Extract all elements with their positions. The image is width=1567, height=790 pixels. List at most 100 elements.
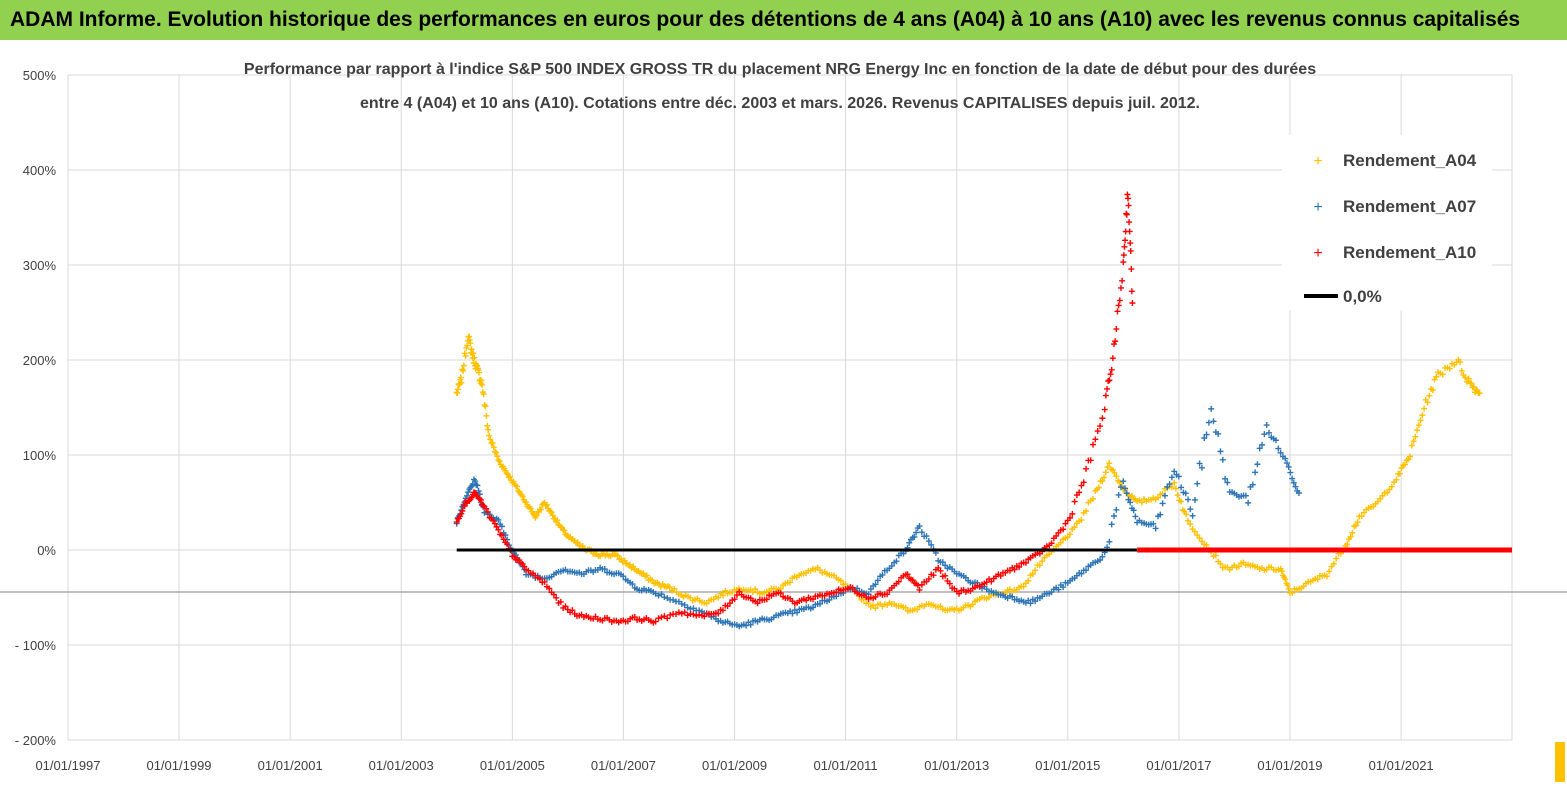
data-point: [1259, 441, 1266, 448]
data-point: [1108, 521, 1115, 528]
data-point: [1282, 455, 1289, 462]
data-point: [621, 557, 628, 564]
data-point: [715, 594, 722, 601]
data-point: [879, 571, 886, 578]
data-point: [1410, 438, 1417, 445]
data-point: [956, 590, 963, 597]
data-point: [1060, 526, 1067, 533]
data-point: [1080, 479, 1087, 486]
data-point: [530, 510, 537, 517]
series-layer: [453, 191, 1483, 630]
data-point: [1122, 485, 1129, 492]
data-point: [833, 589, 840, 596]
legend-box: [1282, 135, 1492, 310]
data-point: [536, 576, 543, 583]
data-point: [1289, 475, 1296, 482]
x-tick-label: 01/01/2005: [480, 758, 545, 773]
data-point: [1089, 495, 1096, 502]
data-point: [1109, 355, 1116, 362]
data-point: [1194, 480, 1201, 487]
data-point: [988, 578, 995, 585]
data-point: [1092, 436, 1099, 443]
data-point: [690, 611, 697, 618]
data-point: [470, 350, 477, 357]
data-point: [484, 422, 491, 429]
data-point: [902, 604, 909, 611]
data-point: [541, 578, 548, 585]
data-point: [1196, 535, 1203, 542]
data-point: [1415, 422, 1422, 429]
x-tick-label: 01/01/2011: [814, 758, 878, 773]
data-point: [1055, 586, 1062, 593]
data-point: [658, 614, 665, 621]
data-point: [888, 562, 895, 569]
legend-marker-a10: +: [1313, 245, 1322, 262]
chart-subtitle-line-2: entre 4 (A04) et 10 ans (A10). Cotations…: [360, 95, 1200, 112]
data-point: [666, 584, 673, 591]
legend-label-a10: Rendement_A10: [1343, 243, 1476, 262]
data-point: [1178, 498, 1185, 505]
x-tick-label: 01/01/1997: [35, 758, 100, 773]
data-point: [1127, 240, 1134, 247]
data-point: [1025, 577, 1032, 584]
x-tick-label: 01/01/2019: [1257, 758, 1322, 773]
data-point: [505, 474, 512, 481]
data-point: [715, 610, 722, 617]
data-point: [1115, 302, 1122, 309]
data-point: [1224, 479, 1231, 486]
data-point: [925, 538, 932, 545]
data-point: [549, 512, 556, 519]
data-point: [696, 611, 703, 618]
x-tick-label: 01/01/2001: [258, 758, 323, 773]
data-point: [1099, 415, 1106, 422]
data-point: [472, 489, 479, 496]
data-point: [763, 596, 770, 603]
data-point: [550, 591, 557, 598]
data-point: [454, 386, 461, 393]
data-point: [1102, 469, 1109, 476]
data-point: [1295, 490, 1302, 496]
data-point: [1388, 483, 1395, 490]
data-point: [1275, 445, 1282, 452]
data-point: [478, 381, 485, 388]
data-point: [468, 494, 475, 501]
data-point: [942, 572, 949, 579]
data-point: [1196, 460, 1203, 467]
data-point: [1468, 380, 1475, 387]
data-point: [904, 571, 911, 578]
data-point: [553, 594, 560, 601]
data-point: [574, 539, 581, 546]
data-point: [1379, 492, 1386, 499]
data-point: [1102, 392, 1109, 399]
chart-subtitle-line-1: Performance par rapport à l'indice S&P 5…: [244, 61, 1316, 78]
data-point: [1053, 532, 1060, 539]
data-point: [471, 354, 478, 361]
data-point: [1099, 478, 1106, 485]
data-point: [465, 489, 472, 496]
data-point: [1407, 453, 1414, 460]
data-point: [1314, 576, 1321, 583]
data-point: [1182, 490, 1189, 497]
data-point: [1128, 288, 1135, 295]
data-point: [849, 584, 856, 591]
data-point: [1292, 483, 1299, 490]
data-point: [1150, 520, 1157, 527]
data-point: [925, 575, 932, 582]
data-point: [1205, 419, 1212, 426]
data-point: [1161, 492, 1168, 499]
data-point: [1062, 520, 1069, 527]
data-point: [1203, 431, 1210, 438]
data-point: [930, 572, 937, 579]
data-point: [918, 529, 925, 536]
data-point: [1463, 378, 1470, 385]
data-point: [1171, 468, 1178, 475]
data-point: [1287, 469, 1294, 476]
data-point: [1408, 442, 1415, 449]
data-point: [1476, 390, 1483, 397]
data-point: [693, 612, 700, 619]
data-point: [500, 536, 507, 543]
data-point: [1377, 495, 1384, 502]
data-point: [1285, 463, 1292, 470]
data-point: [1439, 371, 1446, 378]
data-point: [731, 596, 738, 603]
